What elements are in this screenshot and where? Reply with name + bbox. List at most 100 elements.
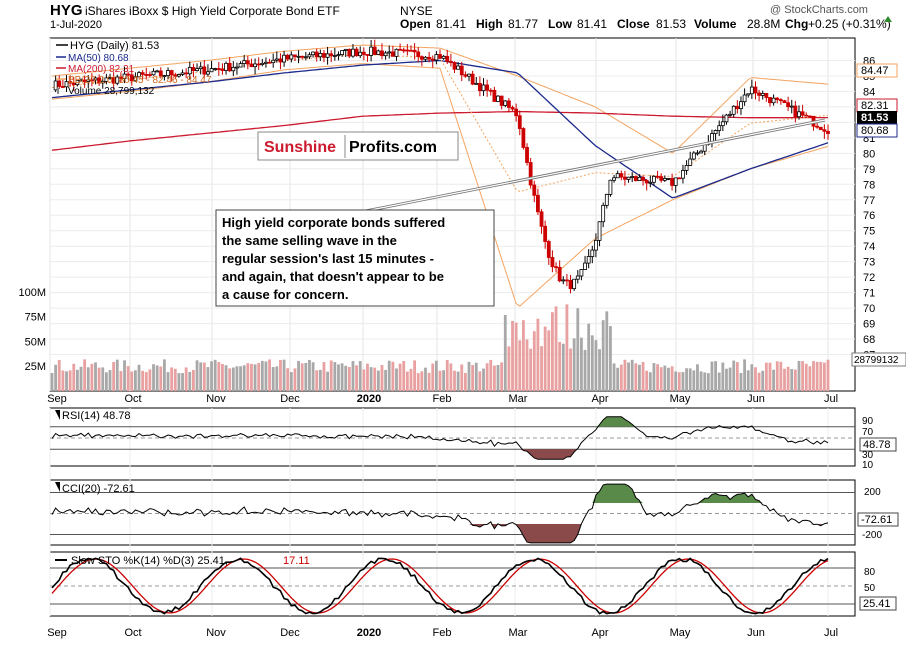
price-candle-body	[423, 56, 428, 60]
chart-header: HYG iShares iBoxx $ High Yield Corporate…	[50, 2, 892, 31]
volume-bar	[445, 360, 449, 391]
volume-bar	[239, 366, 242, 391]
volume-bar	[264, 361, 268, 391]
volume-bar	[195, 360, 199, 391]
rsi-level-90: 90	[862, 416, 874, 427]
volume-bar	[540, 346, 543, 391]
volume-bar	[250, 363, 253, 391]
legend-ma200: MA(200) 82.31	[68, 64, 135, 75]
indicator-labels: RSI(14) 48.78 CCI(20) -72.61 Slow STO %K…	[55, 410, 882, 594]
badge-ma50-text: 80.68	[861, 125, 889, 137]
legend-volume-swatch	[57, 88, 59, 94]
price-candle-body	[724, 114, 729, 123]
watermark-part2: Profits.com	[349, 139, 437, 156]
legend-price: HYG (Daily) 81.53	[70, 40, 159, 52]
price-candle-body	[177, 74, 181, 77]
watermark-box	[257, 131, 459, 161]
volume-bar	[279, 359, 282, 391]
ohlc-high-value: 81.77	[508, 17, 538, 31]
price-candle-body	[351, 48, 355, 57]
watermark-part1: Sunshine	[264, 139, 336, 156]
x-axis-label-top: Sep	[47, 393, 67, 405]
volume-bar	[804, 363, 808, 391]
sto-k-line	[51, 557, 829, 615]
price-candles	[53, 39, 830, 294]
price-candle-body	[488, 89, 493, 92]
price-candle-body	[641, 176, 645, 181]
volume-bar	[453, 370, 456, 391]
price-candle-body	[249, 63, 254, 68]
rsi-level-30: 30	[862, 450, 874, 461]
price-candle-body	[561, 279, 566, 282]
y-tick-label: 68	[863, 334, 875, 346]
y-tick-label: 79	[863, 164, 875, 176]
ohlc-close-label: Close	[617, 17, 650, 31]
ohlc-open-label: Open	[400, 17, 431, 31]
price-candle-body	[372, 46, 377, 55]
volume-bar	[181, 373, 184, 391]
badge-bb-upper-text: 84.47	[861, 65, 889, 77]
volume-bar	[65, 371, 68, 391]
volume-bar	[485, 363, 489, 391]
price-candle-body	[336, 54, 341, 56]
price-candle-body	[100, 80, 105, 84]
volume-bar	[554, 306, 558, 391]
x-axis-label-bottom: Dec	[280, 627, 300, 639]
price-candle-body	[318, 53, 323, 58]
x-axis-label-bottom: Jun	[747, 627, 765, 639]
price-candle-body	[289, 54, 294, 60]
x-axis-label-bottom: Oct	[124, 627, 141, 639]
price-candle-body	[369, 46, 374, 56]
price-candle-body	[753, 86, 758, 94]
x-axis-label-top: Jun	[747, 393, 765, 405]
volume-bar	[427, 372, 431, 391]
x-axis-label-bottom: Mar	[509, 627, 528, 639]
price-candle-body	[746, 93, 751, 96]
volume-bar	[130, 371, 134, 391]
price-candle-body	[108, 77, 112, 80]
price-candle-body	[64, 81, 69, 88]
x-axis-label-top: May	[670, 393, 691, 405]
price-candle-body	[644, 180, 649, 184]
price-candle-body	[481, 84, 486, 92]
volume-bar	[710, 361, 714, 391]
price-candle-body	[456, 65, 461, 70]
price-candle-body	[626, 176, 631, 180]
volume-bar	[438, 370, 442, 391]
y-tick-label: 77	[863, 195, 875, 207]
price-candle-body	[623, 176, 627, 180]
rsi-level-10: 10	[862, 460, 874, 471]
volume-bar	[424, 367, 427, 391]
volume-bar	[594, 340, 598, 391]
volume-bar	[674, 371, 678, 391]
volume-bar	[188, 371, 192, 391]
badge-rsi	[859, 437, 897, 452]
price-candle-body	[568, 279, 573, 290]
legend-volume: Volume 28,799,132	[68, 86, 155, 97]
volume-bar	[735, 362, 739, 391]
price-candle-body	[329, 53, 334, 57]
price-candle-body	[786, 102, 791, 108]
price-candle-body	[358, 51, 363, 57]
cci-level-minus200: -200	[862, 530, 882, 541]
volume-bar	[536, 318, 540, 391]
volume-bar	[449, 363, 453, 391]
badge-volume-text: 28799132	[854, 355, 899, 366]
price-candle-body	[539, 211, 544, 227]
price-candle-body	[93, 77, 98, 81]
price-candle-body	[191, 67, 196, 72]
y-tick-label: 70	[863, 303, 875, 315]
y-tick-label: 74	[863, 241, 875, 253]
ohlc-low-label: Low	[548, 17, 573, 31]
price-candle-body	[775, 97, 780, 101]
price-candle-body	[365, 54, 370, 56]
price-candle-body	[57, 80, 62, 87]
volume-bar	[652, 363, 656, 391]
volume-bar	[384, 369, 388, 391]
price-candle-body	[260, 62, 265, 65]
volume-bar	[213, 359, 217, 391]
price-candle-body	[354, 48, 359, 57]
volume-bar	[253, 364, 257, 391]
price-candle-body	[525, 147, 529, 163]
